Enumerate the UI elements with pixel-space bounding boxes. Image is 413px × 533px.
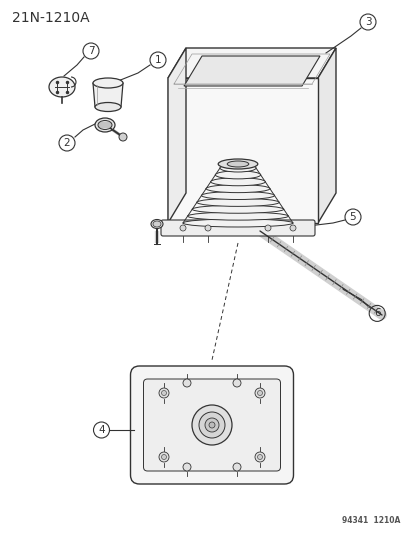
Polygon shape	[183, 56, 319, 86]
Text: 5: 5	[349, 212, 356, 222]
Circle shape	[254, 452, 264, 462]
FancyBboxPatch shape	[161, 220, 314, 236]
Ellipse shape	[192, 205, 283, 213]
Circle shape	[254, 388, 264, 398]
Ellipse shape	[49, 77, 75, 97]
Text: 94341  1210A: 94341 1210A	[341, 516, 399, 525]
FancyBboxPatch shape	[143, 379, 280, 471]
Circle shape	[204, 225, 211, 231]
Circle shape	[264, 225, 271, 231]
Circle shape	[257, 455, 262, 459]
Circle shape	[161, 391, 166, 395]
Ellipse shape	[197, 198, 278, 206]
Ellipse shape	[98, 120, 112, 130]
Text: 7: 7	[88, 46, 94, 56]
Ellipse shape	[218, 159, 257, 169]
Circle shape	[183, 463, 190, 471]
Circle shape	[192, 405, 231, 445]
Ellipse shape	[227, 161, 248, 167]
Circle shape	[233, 463, 240, 471]
Text: 1: 1	[154, 55, 161, 65]
Text: 21N-1210A: 21N-1210A	[12, 11, 89, 25]
Ellipse shape	[151, 220, 163, 229]
Ellipse shape	[206, 184, 269, 192]
Text: 2: 2	[64, 138, 70, 148]
Ellipse shape	[95, 102, 121, 111]
Ellipse shape	[93, 78, 123, 88]
Ellipse shape	[95, 118, 115, 132]
Circle shape	[119, 133, 127, 141]
Circle shape	[204, 418, 218, 432]
Circle shape	[159, 388, 169, 398]
FancyBboxPatch shape	[130, 366, 293, 484]
Text: 3: 3	[364, 17, 370, 27]
Ellipse shape	[153, 221, 161, 227]
Circle shape	[180, 225, 185, 231]
Polygon shape	[93, 83, 123, 107]
Ellipse shape	[201, 191, 274, 199]
Circle shape	[257, 391, 262, 395]
Polygon shape	[317, 48, 335, 223]
Circle shape	[289, 225, 295, 231]
Circle shape	[159, 452, 169, 462]
Circle shape	[209, 422, 214, 428]
Ellipse shape	[187, 212, 288, 220]
Ellipse shape	[210, 177, 265, 185]
Ellipse shape	[219, 164, 255, 172]
Polygon shape	[168, 78, 317, 223]
Polygon shape	[168, 48, 335, 78]
Circle shape	[183, 379, 190, 387]
Circle shape	[233, 379, 240, 387]
Ellipse shape	[183, 219, 292, 227]
Ellipse shape	[215, 171, 260, 179]
Text: 6: 6	[373, 309, 380, 318]
Circle shape	[161, 455, 166, 459]
Polygon shape	[168, 48, 185, 223]
Circle shape	[199, 412, 224, 438]
Text: 4: 4	[98, 425, 104, 435]
